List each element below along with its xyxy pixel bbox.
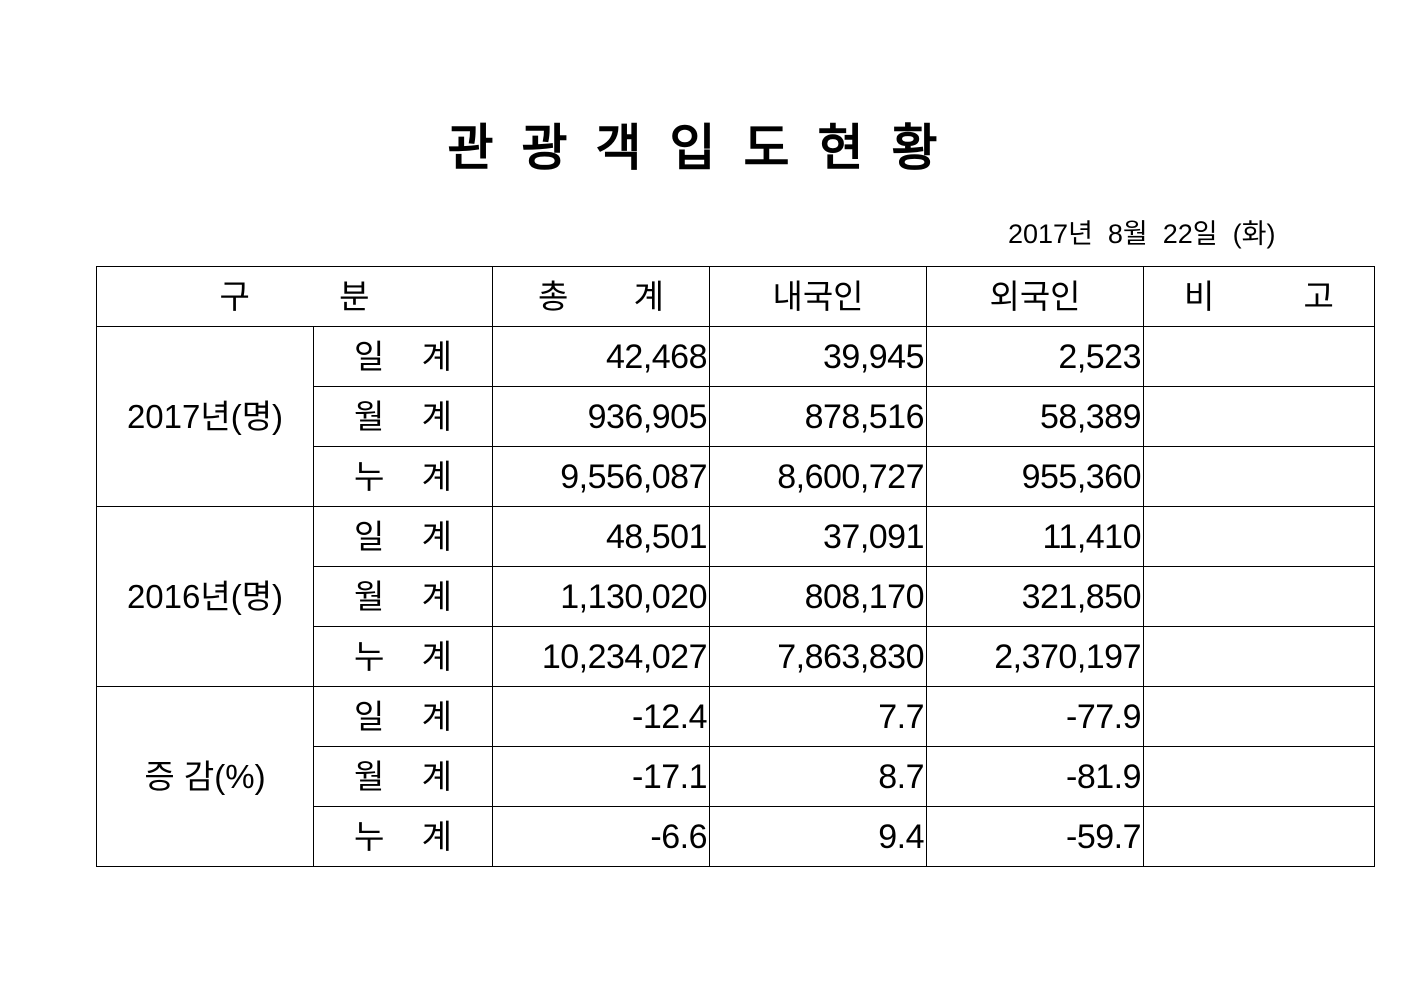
row-type: 일 계 bbox=[313, 326, 493, 387]
cell-total: 42,468 bbox=[492, 326, 710, 387]
group-label-2016: 2016년(명) bbox=[96, 506, 314, 687]
cell-domestic: 808,170 bbox=[709, 566, 927, 627]
table-row: 누 계 10,234,027 7,863,830 2,370,197 bbox=[97, 626, 1375, 687]
cell-remarks bbox=[1143, 386, 1375, 447]
cell-domestic: 39,945 bbox=[709, 326, 927, 387]
cell-total: -6.6 bbox=[492, 806, 710, 867]
table-row: 2017년(명) 일 계 42,468 39,945 2,523 bbox=[96, 326, 1375, 507]
header-total: 총 계 bbox=[492, 266, 710, 327]
row-type: 월 계 bbox=[313, 746, 493, 807]
cell-domestic: 8.7 bbox=[709, 746, 927, 807]
row-type: 일 계 bbox=[313, 506, 493, 567]
cell-remarks bbox=[1143, 746, 1375, 807]
row-type: 누 계 bbox=[313, 446, 493, 507]
cell-remarks bbox=[1143, 806, 1375, 867]
table-header-row: 구 분 총 계 내국인 외국인 비 고 bbox=[96, 266, 1375, 327]
cell-foreign: -77.9 bbox=[926, 686, 1144, 747]
cell-total: 1,130,020 bbox=[492, 566, 710, 627]
cell-total: 48,501 bbox=[492, 506, 710, 567]
cell-foreign: -59.7 bbox=[926, 806, 1144, 867]
table-row: 월 계 1,130,020 808,170 321,850 bbox=[97, 566, 1375, 627]
document-title: 관광객입도현황 bbox=[447, 119, 966, 177]
cell-foreign: 11,410 bbox=[926, 506, 1144, 567]
cell-domestic: 7.7 bbox=[709, 686, 927, 747]
table-row: 월 계 -17.1 8.7 -81.9 bbox=[97, 746, 1375, 807]
cell-total: 9,556,087 bbox=[492, 446, 710, 507]
cell-domestic: 7,863,830 bbox=[709, 626, 927, 687]
row-type: 누 계 bbox=[313, 626, 493, 687]
cell-domestic: 37,091 bbox=[709, 506, 927, 567]
cell-domestic: 878,516 bbox=[709, 386, 927, 447]
cell-foreign: 2,523 bbox=[926, 326, 1144, 387]
table-row: 누 계 9,556,087 8,600,727 955,360 bbox=[97, 446, 1375, 507]
row-type: 월 계 bbox=[313, 566, 493, 627]
cell-remarks bbox=[1143, 506, 1375, 567]
cell-foreign: 955,360 bbox=[926, 446, 1144, 507]
table-row: 증 감(%) 일 계 -12.4 7.7 -77.9 bbox=[96, 686, 1375, 867]
cell-remarks bbox=[1143, 566, 1375, 627]
cell-domestic: 8,600,727 bbox=[709, 446, 927, 507]
cell-total: -12.4 bbox=[492, 686, 710, 747]
cell-foreign: 58,389 bbox=[926, 386, 1144, 447]
header-category: 구 분 bbox=[96, 266, 493, 327]
cell-total: 936,905 bbox=[492, 386, 710, 447]
row-type: 월 계 bbox=[313, 386, 493, 447]
cell-foreign: 2,370,197 bbox=[926, 626, 1144, 687]
group-label-change: 증 감(%) bbox=[96, 686, 314, 867]
cell-remarks bbox=[1143, 686, 1375, 747]
tourist-arrivals-table: 구 분 총 계 내국인 외국인 비 고 2017년(명) 일 계 42,468 … bbox=[96, 266, 1375, 867]
table-row: 2016년(명) 일 계 48,501 37,091 11,410 bbox=[96, 506, 1375, 687]
report-date: 2017년 8월 22일 (화) bbox=[1008, 219, 1276, 249]
cell-remarks bbox=[1143, 446, 1375, 507]
row-type: 일 계 bbox=[313, 686, 493, 747]
cell-foreign: -81.9 bbox=[926, 746, 1144, 807]
cell-remarks bbox=[1143, 626, 1375, 687]
table-row: 누 계 -6.6 9.4 -59.7 bbox=[97, 806, 1375, 867]
cell-remarks bbox=[1143, 326, 1375, 387]
header-domestic: 내국인 bbox=[709, 266, 927, 327]
cell-foreign: 321,850 bbox=[926, 566, 1144, 627]
group-label-2017: 2017년(명) bbox=[96, 326, 314, 507]
row-type: 누 계 bbox=[313, 806, 493, 867]
header-foreign: 외국인 bbox=[926, 266, 1144, 327]
cell-total: 10,234,027 bbox=[492, 626, 710, 687]
header-remarks: 비 고 bbox=[1143, 266, 1375, 327]
cell-total: -17.1 bbox=[492, 746, 710, 807]
cell-domestic: 9.4 bbox=[709, 806, 927, 867]
